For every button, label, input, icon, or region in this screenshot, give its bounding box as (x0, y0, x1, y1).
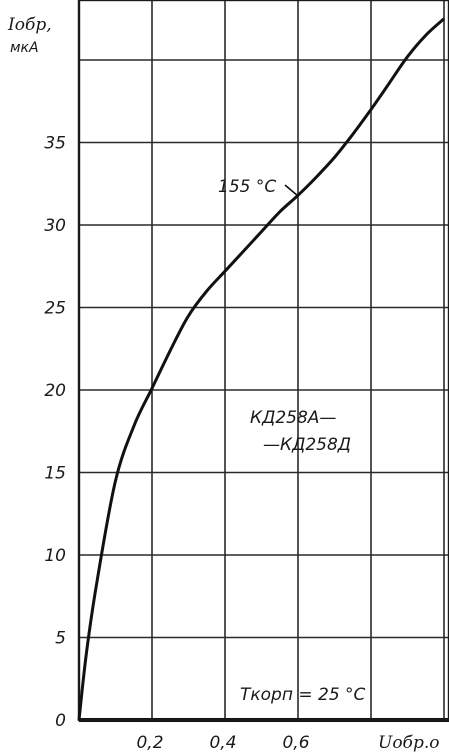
device-label-line2: —КД258Д (263, 435, 351, 455)
y-tick-label: 15 (44, 464, 66, 484)
series-line-155c (77, 17, 446, 721)
y-axis-title: Iобр, (7, 15, 52, 35)
tick-labels: 0 5 10 15 20 25 30 35 0,2 0,4 0,6 (44, 134, 309, 754)
x-tick-label: 0,2 (136, 733, 163, 753)
y-tick-label: 30 (44, 216, 66, 236)
device-label-line1: КД258А— (250, 408, 336, 428)
grid (79, 0, 449, 722)
y-tick-label: 0 (55, 711, 66, 731)
y-axis-unit: мкА (10, 40, 39, 56)
x-axis-title: Uобр.о (378, 733, 439, 753)
case-temperature-label: Tкорп = 25 °C (240, 685, 366, 705)
series-label-155c: 155 °C (218, 177, 276, 197)
series-label-leader (284, 184, 299, 197)
y-tick-label: 5 (55, 629, 66, 649)
y-tick-label: 10 (44, 546, 66, 566)
x-tick-label: 0,6 (282, 733, 309, 753)
x-tick-label: 0,4 (209, 733, 236, 753)
y-tick-label: 25 (44, 299, 66, 319)
y-tick-label: 20 (44, 381, 66, 401)
y-tick-label: 35 (44, 134, 66, 154)
series-layer (77, 17, 446, 721)
plot-frame (77, 0, 449, 722)
